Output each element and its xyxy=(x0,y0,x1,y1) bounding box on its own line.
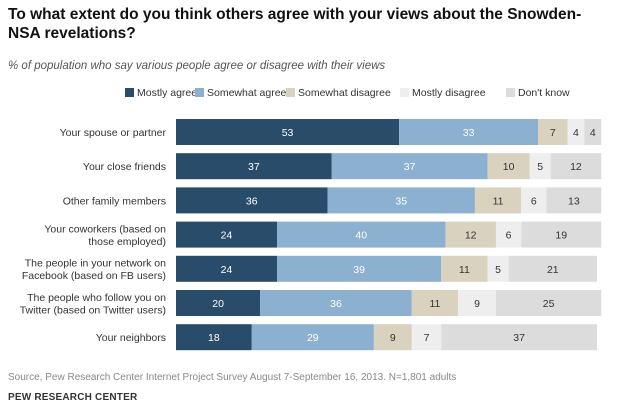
legend-label-dont-know: Don't know xyxy=(518,87,570,99)
legend-swatch-dont-know xyxy=(506,88,515,97)
data-label-dont-know: 37 xyxy=(513,332,525,344)
legend-swatch-somewhat-disagree xyxy=(286,88,295,97)
bar-mostly-agree xyxy=(176,255,278,282)
bar-somewhat-agree xyxy=(260,290,412,316)
bar-mostly-agree xyxy=(176,153,332,180)
bar-dont-know xyxy=(546,187,602,214)
chart-title: To what extent do you think others agree… xyxy=(8,6,582,42)
bar-mostly-disagree xyxy=(529,153,551,180)
data-label-dont-know: 25 xyxy=(543,298,555,310)
bar-somewhat-disagree xyxy=(411,290,459,316)
bar-dont-know xyxy=(550,153,602,180)
source-note: Source, Pew Research Center Internet Pro… xyxy=(8,372,457,383)
bar-somewhat-agree xyxy=(251,324,374,351)
legend-swatch-mostly-agree xyxy=(125,88,134,97)
data-label-somewhat-agree: 35 xyxy=(395,195,407,207)
bar-dont-know xyxy=(441,324,597,351)
category-label: The people in your network on xyxy=(25,258,166,270)
legend-swatch-somewhat-agree xyxy=(195,88,204,97)
bar-somewhat-agree xyxy=(277,221,446,248)
bar-somewhat-disagree xyxy=(445,221,496,248)
bar-mostly-disagree xyxy=(458,290,496,316)
category-label: Other family members xyxy=(63,195,166,207)
bar-somewhat-disagree xyxy=(441,255,488,282)
bar-somewhat-disagree xyxy=(474,187,522,214)
data-label-mostly-agree: 36 xyxy=(246,195,258,207)
data-label-mostly-disagree: 5 xyxy=(537,161,543,173)
chart-subtitle: % of population who say various people a… xyxy=(8,60,386,72)
data-label-mostly-agree: 24 xyxy=(221,264,233,276)
bar-somewhat-agree xyxy=(277,255,442,282)
bar-somewhat-disagree xyxy=(373,324,412,351)
footer-credit: PEW RESEARCH CENTER xyxy=(8,392,138,403)
data-label-somewhat-agree: 39 xyxy=(353,264,365,276)
category-label: Your coworkers (based on xyxy=(44,223,166,235)
data-label-mostly-agree: 20 xyxy=(212,298,224,310)
category-label: Facebook (based on FB users) xyxy=(22,270,166,282)
bar-mostly-disagree xyxy=(487,255,509,282)
data-label-mostly-disagree: 6 xyxy=(506,230,512,242)
data-label-dont-know: 19 xyxy=(555,230,567,242)
data-label-somewhat-disagree: 10 xyxy=(503,161,515,173)
data-label-somewhat-agree: 33 xyxy=(463,127,475,139)
bar-somewhat-agree xyxy=(331,153,488,180)
data-label-somewhat-disagree: 12 xyxy=(465,230,477,242)
bar-mostly-agree xyxy=(176,290,261,316)
bar-somewhat-disagree xyxy=(538,119,568,145)
bar-dont-know xyxy=(584,119,602,145)
bar-mostly-disagree xyxy=(521,187,547,214)
category-label: Twitter (based on Twitter users) xyxy=(20,304,166,316)
data-label-somewhat-agree: 40 xyxy=(355,230,367,242)
data-label-dont-know: 13 xyxy=(568,195,580,207)
data-label-mostly-disagree: 6 xyxy=(531,195,537,207)
bar-mostly-disagree xyxy=(411,324,442,351)
legend-swatch-mostly-disagree xyxy=(400,88,409,97)
data-label-somewhat-disagree: 9 xyxy=(390,332,396,344)
bar-somewhat-agree xyxy=(327,187,475,214)
bar-mostly-disagree xyxy=(567,119,585,145)
data-label-somewhat-disagree: 11 xyxy=(459,264,470,276)
bar-somewhat-agree xyxy=(399,119,539,145)
data-label-mostly-disagree: 7 xyxy=(424,332,430,344)
data-label-mostly-disagree: 9 xyxy=(474,298,480,310)
data-label-somewhat-disagree: 11 xyxy=(429,298,440,310)
category-label: Your neighbors xyxy=(96,332,166,344)
data-label-dont-know: 21 xyxy=(547,264,559,276)
bar-dont-know xyxy=(508,255,597,282)
bar-mostly-agree xyxy=(176,187,328,214)
data-label-somewhat-disagree: 11 xyxy=(493,195,504,207)
bar-dont-know xyxy=(495,290,602,316)
category-label: Your close friends xyxy=(83,161,166,173)
data-label-mostly-agree: 18 xyxy=(208,332,220,344)
bar-mostly-agree xyxy=(176,324,252,351)
bar-mostly-agree xyxy=(176,221,278,248)
data-label-mostly-agree: 37 xyxy=(248,161,260,173)
bar-mostly-agree xyxy=(176,119,400,145)
data-label-dont-know: 4 xyxy=(590,127,596,139)
data-label-mostly-agree: 53 xyxy=(282,127,294,139)
category-label: those employed) xyxy=(88,236,166,248)
data-label-somewhat-agree: 29 xyxy=(307,332,319,344)
legend-label-mostly-disagree: Mostly disagree xyxy=(412,87,486,99)
category-label: The people who follow you on xyxy=(27,292,166,304)
legend-label-mostly-agree: Mostly agree xyxy=(137,87,197,99)
bar-mostly-disagree xyxy=(495,221,522,248)
data-label-somewhat-disagree: 7 xyxy=(550,127,556,139)
bar-somewhat-disagree xyxy=(487,153,530,180)
data-label-mostly-disagree: 4 xyxy=(573,127,579,139)
legend-label-somewhat-agree: Somewhat agree xyxy=(207,87,287,99)
data-label-somewhat-agree: 36 xyxy=(330,298,342,310)
data-label-mostly-disagree: 5 xyxy=(495,264,501,276)
legend-label-somewhat-disagree: Somewhat disagree xyxy=(298,87,391,99)
category-label: Your spouse or partner xyxy=(60,127,167,139)
bar-dont-know xyxy=(521,221,602,248)
data-label-somewhat-agree: 37 xyxy=(404,161,416,173)
data-label-mostly-agree: 24 xyxy=(221,230,233,242)
data-label-dont-know: 12 xyxy=(570,161,582,173)
